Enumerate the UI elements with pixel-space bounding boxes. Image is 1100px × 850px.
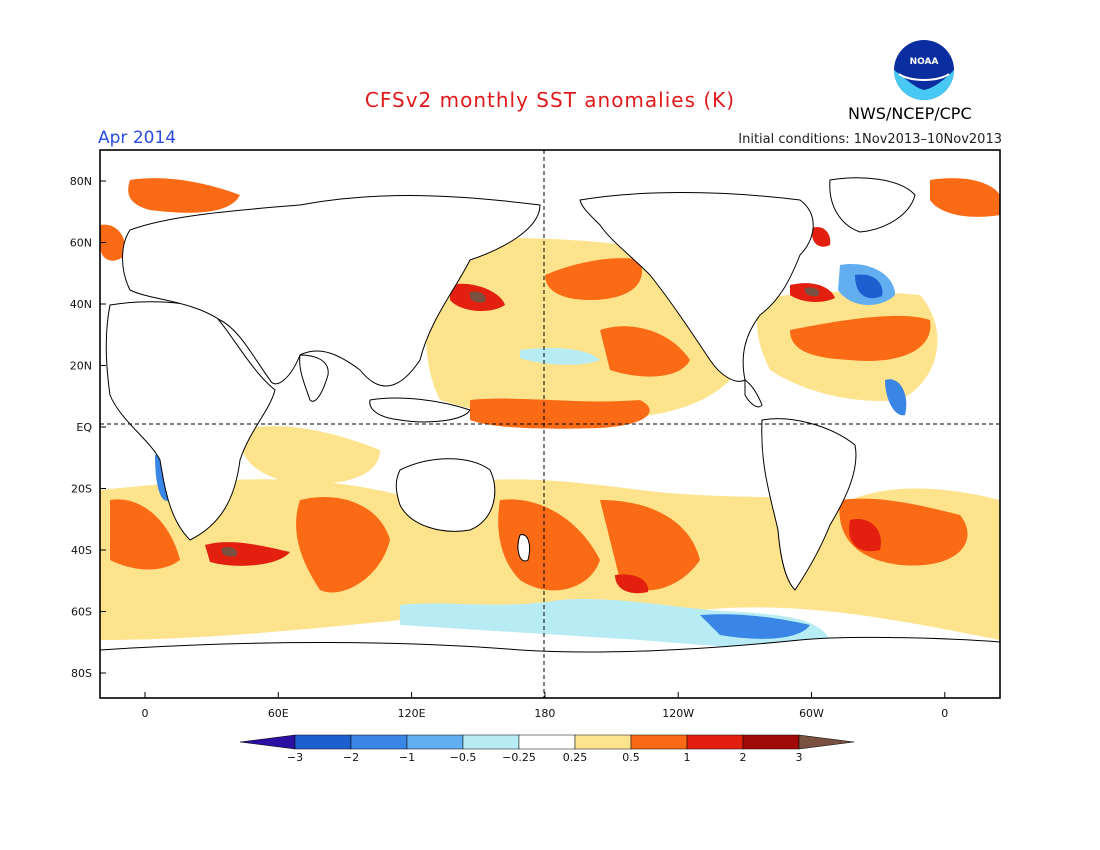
southern-orange-4 <box>600 500 700 591</box>
lon-tick-label: 0 <box>142 707 149 720</box>
colorbar-bin <box>742 734 800 750</box>
lon-tick-label: 120E <box>398 707 426 720</box>
indian-ocean-warm <box>239 426 380 484</box>
lat-tick-label: 80N <box>70 175 92 188</box>
colorbar-label: 2 <box>740 751 747 764</box>
page-title: CFSv2 monthly SST anomalies (K) <box>364 88 736 112</box>
colorbar-label: −0.25 <box>502 751 536 764</box>
colorbar-bin <box>406 734 464 750</box>
colorbar-bin <box>630 734 688 750</box>
tropical-cool <box>520 348 600 365</box>
arctic-warm-west <box>128 178 240 213</box>
lon-tick-label: 180 <box>534 707 555 720</box>
greenland <box>829 177 916 233</box>
coastlines <box>100 177 1000 698</box>
colorbar-label: 1 <box>684 751 691 764</box>
south-america <box>761 418 857 591</box>
colorbar-label: 3 <box>796 751 803 764</box>
initial-conditions: Initial conditions: 1Nov2013–10Nov2013 <box>738 132 1002 147</box>
subtropical-pacific-orange <box>600 326 690 377</box>
colorbar-label: −1 <box>399 751 415 764</box>
north-sea-warm <box>100 224 126 261</box>
colorbar-bin <box>462 734 520 750</box>
arctic-warm-east <box>930 178 1000 217</box>
colorbar: −3 −2 −1 −0.5 −0.25 0.25 0.5 1 2 3 <box>239 734 855 764</box>
longitude-ticks: 0 60E 120E 180 120W 60W 0 <box>142 692 948 720</box>
lat-tick-label: 80S <box>71 667 92 680</box>
lat-tick-label: 20S <box>71 483 92 496</box>
lon-tick-label: 60E <box>268 707 289 720</box>
southern-orange-1 <box>110 499 180 570</box>
canary-cool <box>885 379 907 416</box>
north-atlantic-orange <box>790 315 931 361</box>
colorbar-bin <box>294 734 352 750</box>
colorbar-label: 0.5 <box>622 751 640 764</box>
colorbar-bin <box>574 734 632 750</box>
maritime-continent <box>369 397 471 423</box>
colorbar-bin <box>518 734 576 750</box>
gulf-stream-brown <box>804 287 820 297</box>
colorbar-bin <box>686 734 744 750</box>
labrador-red <box>811 226 831 247</box>
antarctic-blue <box>700 614 810 639</box>
colorbar-label: 0.25 <box>563 751 588 764</box>
noaa-logo: NOAA <box>894 40 954 100</box>
latitude-ticks: 80N 60N 40N 20N EQ 20S 40S 60S 80S <box>70 175 106 680</box>
lat-tick-label: 40S <box>71 544 92 557</box>
north-america <box>579 192 814 382</box>
colorbar-label: −2 <box>343 751 359 764</box>
agency-label: NWS/NCEP/CPC <box>848 104 972 123</box>
kuroshio-brown <box>469 291 486 303</box>
forecast-month: Apr 2014 <box>98 128 177 148</box>
noaa-logo-text: NOAA <box>910 57 939 67</box>
central-america <box>744 379 763 408</box>
antarctic-cool-band <box>400 598 830 650</box>
south-pacific-red <box>615 574 649 594</box>
colorbar-high-extension <box>798 734 855 750</box>
southern-orange-2 <box>296 496 390 593</box>
colorbar-low-extension <box>239 734 296 750</box>
lon-tick-label: 0 <box>941 707 948 720</box>
southern-orange-3 <box>498 499 600 591</box>
lat-tick-label: 60S <box>71 606 92 619</box>
colorbar-label: −3 <box>287 751 303 764</box>
lat-tick-label: 60N <box>70 237 92 250</box>
eurasia <box>122 195 541 387</box>
lon-tick-label: 60W <box>799 707 824 720</box>
agulhas-brown <box>221 547 238 557</box>
australia <box>395 458 496 532</box>
colorbar-bin <box>350 734 408 750</box>
lat-tick-label: 40N <box>70 298 92 311</box>
new-zealand <box>517 534 531 562</box>
lat-tick-label: 20N <box>70 360 92 373</box>
equatorial-orange <box>470 398 650 429</box>
north-pacific-orange <box>545 258 642 300</box>
south-atlantic-red <box>849 519 881 552</box>
antarctica <box>100 636 1000 698</box>
lon-tick-label: 120W <box>662 707 694 720</box>
north-atlantic-deep-cool <box>855 274 883 299</box>
colorbar-label: −0.5 <box>450 751 477 764</box>
india <box>299 354 329 402</box>
lat-tick-label: EQ <box>76 421 92 434</box>
